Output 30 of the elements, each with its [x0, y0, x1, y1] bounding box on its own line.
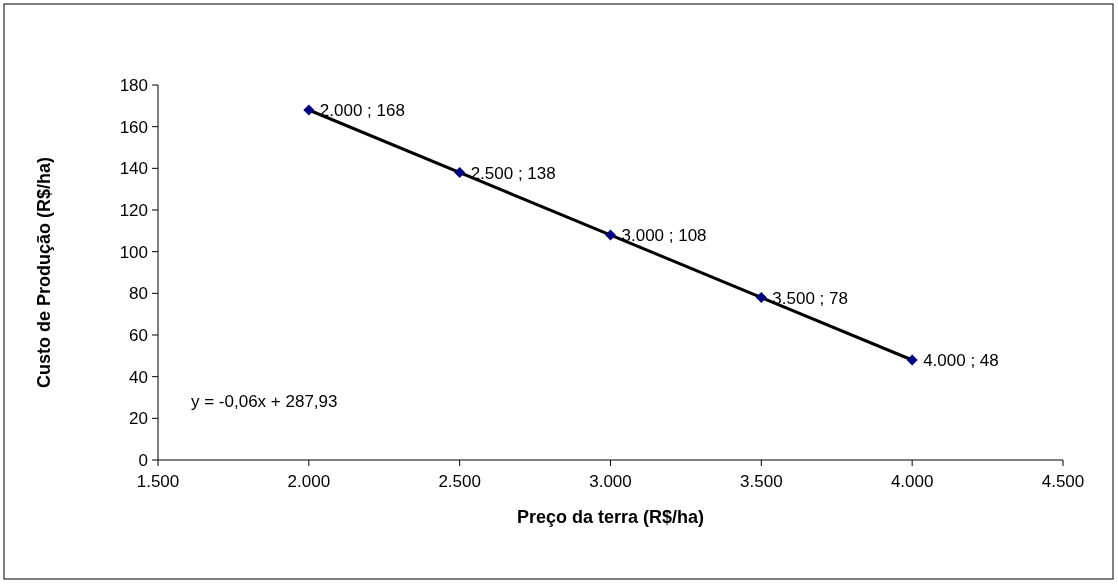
y-tick-label: 180: [119, 76, 148, 95]
data-label: 3.500 ; 78: [772, 288, 848, 308]
y-tick-label: 140: [119, 159, 148, 179]
data-label: 3.000 ; 108: [621, 226, 707, 245]
x-tick-label: 1.500: [136, 472, 180, 491]
point: [906, 354, 918, 366]
y-tick-label: 160: [119, 117, 148, 137]
x-tick-label: 3.500: [740, 472, 783, 491]
x-tick-label: 2.000: [287, 472, 331, 491]
data-label: 4.000 ; 48: [923, 351, 999, 370]
point: [755, 292, 767, 303]
x-tick-label: 4.000: [890, 472, 934, 491]
x-axis-title: Preço da terra (R$/ha): [516, 507, 705, 527]
y-tick-label: 0: [138, 451, 148, 470]
y-tick-label: 100: [119, 242, 148, 262]
y-tick-label: 60: [129, 326, 148, 345]
y-tick-label: 20: [129, 409, 148, 429]
point: [303, 104, 315, 116]
y-tick-label: 40: [129, 367, 148, 387]
x-tick-label: 3.000: [589, 472, 632, 491]
data-label: 2.500 ; 138: [470, 163, 556, 183]
point: [605, 229, 616, 241]
annotation: y = -0,06x + 287,93: [191, 392, 338, 411]
data-label: 2.000 ; 168: [319, 101, 405, 120]
x-tick-label: 2.500: [438, 472, 481, 491]
point: [454, 167, 466, 178]
y-tick-label: 120: [119, 201, 148, 220]
y-tick-label: 80: [129, 284, 148, 304]
y-axis-title: Custo de Produção (R$/ha): [34, 156, 54, 389]
x-tick-label: 4.500: [1041, 472, 1085, 491]
